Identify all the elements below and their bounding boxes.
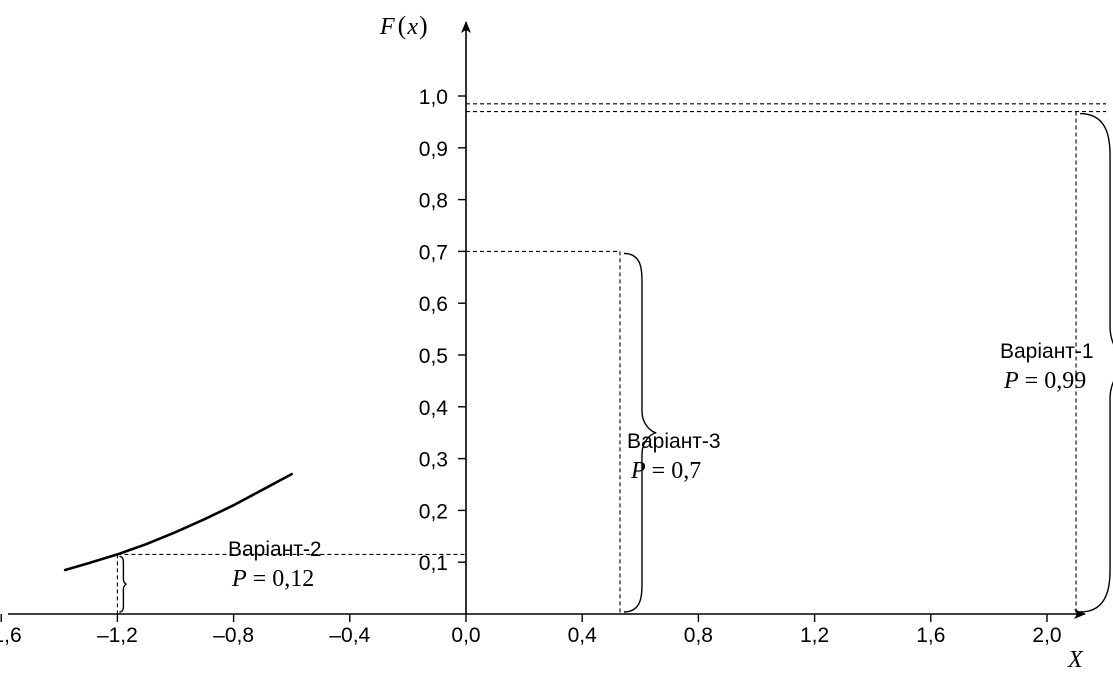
y-tick-label: 0,4 xyxy=(419,397,449,420)
x-tick-label: –1,6 xyxy=(0,624,22,647)
brace-group xyxy=(119,112,1113,613)
variant-2-label-name: Варіант-2 xyxy=(228,538,322,561)
variant-3-label-name: Варіант-3 xyxy=(627,430,721,453)
variant-1-label-name: Варіант-1 xyxy=(1000,340,1094,363)
y-tick-label: 0,2 xyxy=(419,500,448,523)
x-tick-label: –0,8 xyxy=(213,624,254,647)
variant-3-label-probability: P = 0,7 xyxy=(630,458,701,484)
x-tick-label: 1,6 xyxy=(916,624,945,647)
x-tick-label: 0,4 xyxy=(568,624,598,647)
x-tick-label: –0,4 xyxy=(329,624,370,647)
variant-1-label-p-symbol: P xyxy=(1003,368,1019,394)
variant-3-label-p-equals: = xyxy=(646,458,672,484)
variant-1-label-p-equals: = xyxy=(1019,368,1045,394)
x-axis-title: X xyxy=(1067,647,1084,673)
y-tick-label: 0,5 xyxy=(419,345,448,368)
variant-1-label-p-value: 0,99 xyxy=(1044,368,1086,394)
variant-2-label-probability: P = 0,12 xyxy=(231,566,314,592)
y-tick-label: 0,9 xyxy=(419,138,448,161)
variant-2-label-p-value: 0,12 xyxy=(272,566,314,592)
series-group xyxy=(63,472,294,572)
variant-3-brace xyxy=(623,252,657,613)
variant-3-label-p-value: 0,7 xyxy=(671,458,701,484)
x-tick-label: 2,0 xyxy=(1032,624,1061,647)
variant-1-brace xyxy=(1080,112,1113,613)
y-tick-label: 0,1 xyxy=(419,552,448,575)
reference-lines-group xyxy=(116,103,1107,614)
y-axis-title: F (x) xyxy=(379,11,428,40)
x-tick-label: 0,8 xyxy=(684,624,713,647)
y-tick-label: 0,7 xyxy=(419,241,448,264)
cdf-curve xyxy=(63,472,294,572)
x-tick-group: –2,0–1,6–1,2–0,8–0,40,00,40,81,21,62,02,… xyxy=(0,614,1062,647)
y-tick-label: 0,6 xyxy=(419,293,448,316)
variant-2-label-p-equals: = xyxy=(247,566,273,592)
x-tick-label: 0,0 xyxy=(451,624,480,647)
y-tick-label: 0,3 xyxy=(419,449,448,472)
variant-2-label-p-symbol: P xyxy=(231,566,247,592)
variant-label-group: Варіант-1 P = 0,99 Варіант-3 P = 0,7 Варіант… xyxy=(228,340,1094,592)
y-tick-label: 1,0 xyxy=(419,86,448,109)
variant-3-label-p-symbol: P xyxy=(630,458,646,484)
y-tick-label: 0,8 xyxy=(419,190,448,213)
x-tick-label: –1,2 xyxy=(97,624,138,647)
variant-1-label-probability: P = 0,99 xyxy=(1003,368,1086,394)
y-tick-group: 0,1 0,2 0,3 0,4 0,5 0,6 0,7 0,8 0,9 1,0 xyxy=(419,86,466,575)
x-tick-label: 1,2 xyxy=(800,624,829,647)
variant-2-brace xyxy=(119,555,127,613)
